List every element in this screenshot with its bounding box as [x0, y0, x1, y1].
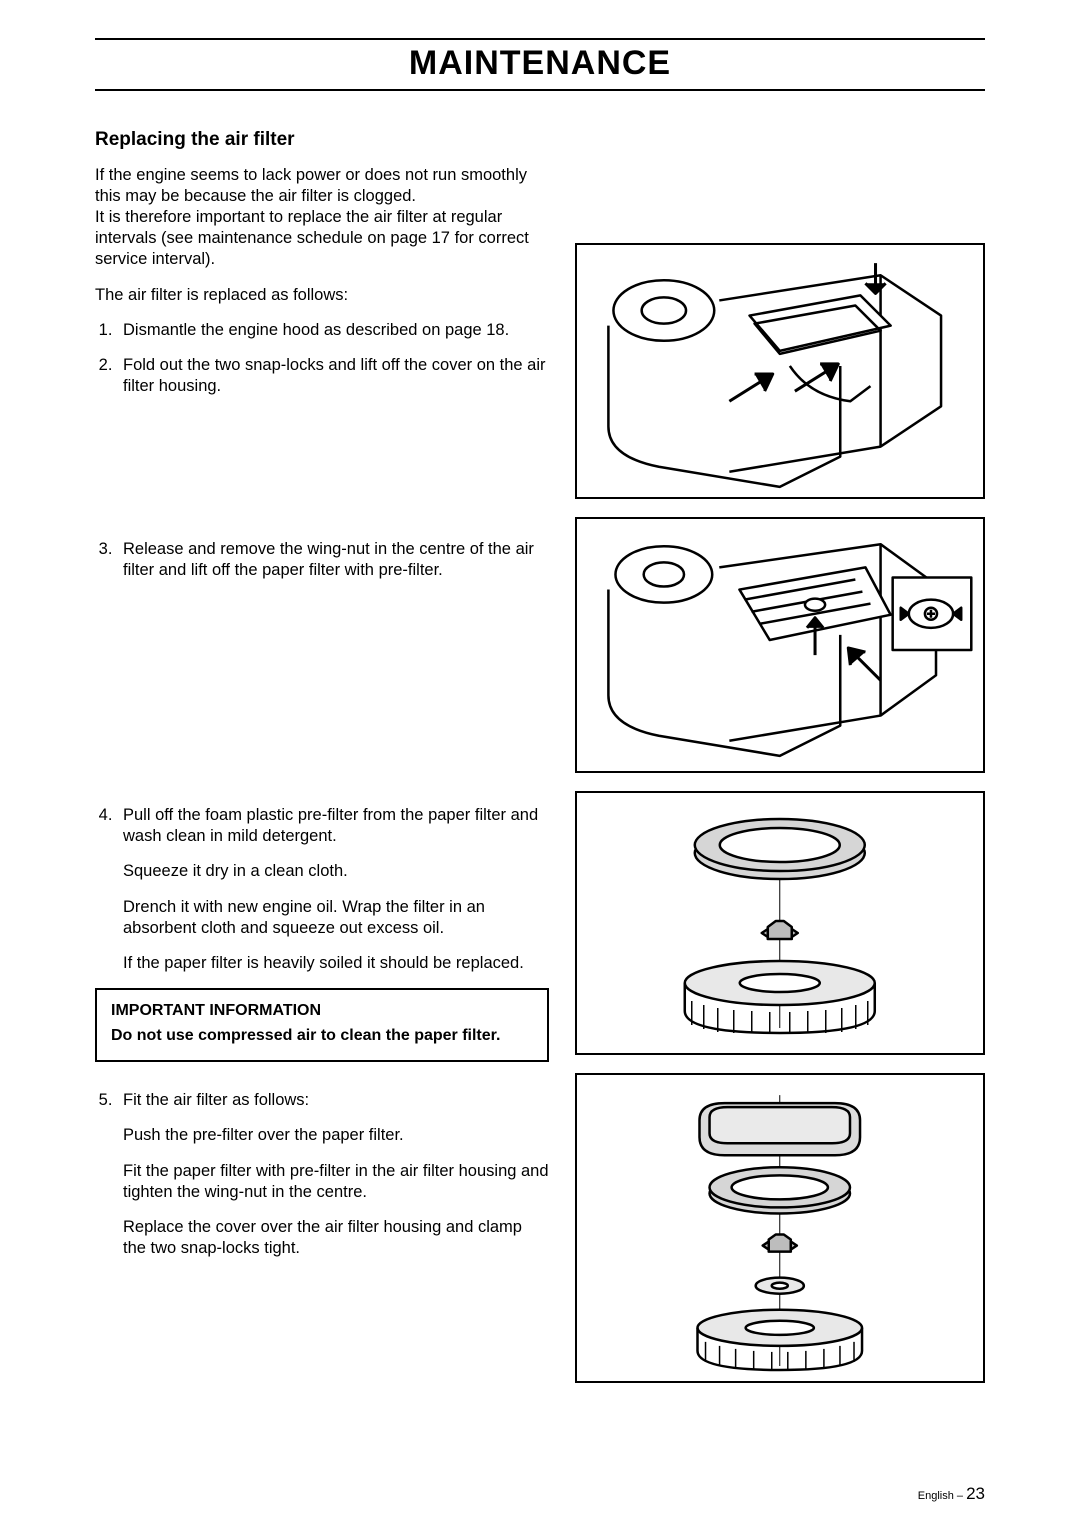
figure-wing-nut	[575, 517, 985, 773]
footer-language: English	[918, 1490, 954, 1502]
figure-column	[575, 129, 985, 1383]
page-footer: English – 23	[918, 1484, 985, 1504]
intro-paragraph: If the engine seems to lack power or doe…	[95, 165, 549, 207]
figure-reassembly	[575, 1073, 985, 1383]
reassembly-icon	[577, 1075, 983, 1381]
wing-nut-icon	[577, 519, 983, 771]
section-heading: Replacing the air filter	[95, 129, 549, 151]
step-3: Release and remove the wing-nut in the c…	[117, 539, 549, 581]
steps-list: Pull off the foam plastic pre-filter fro…	[95, 805, 549, 974]
prefilter-icon	[577, 793, 983, 1053]
step-1: Dismantle the engine hood as described o…	[117, 320, 549, 341]
step-2: Fold out the two snap-locks and lift off…	[117, 355, 549, 397]
text-column: Replacing the air filter If the engine s…	[95, 129, 549, 1383]
steps-list: Fit the air filter as follows: Push the …	[95, 1090, 549, 1259]
figure-prefilter-separation	[575, 791, 985, 1055]
step-4: Pull off the foam plastic pre-filter fro…	[117, 805, 549, 974]
figure-air-filter-cover	[575, 243, 985, 499]
content-columns: Replacing the air filter If the engine s…	[95, 129, 985, 1383]
bottom-rule	[95, 89, 985, 91]
engine-cover-icon	[577, 245, 983, 497]
info-body: Do not use compressed air to clean the p…	[111, 1026, 533, 1046]
intro-lead: The air filter is replaced as follows:	[95, 285, 549, 306]
page-title: MAINTENANCE	[95, 40, 985, 89]
important-info-box: IMPORTANT INFORMATION Do not use compres…	[95, 988, 549, 1062]
page-number: 23	[966, 1484, 985, 1503]
info-label: IMPORTANT INFORMATION	[111, 1002, 533, 1020]
steps-list: Dismantle the engine hood as described o…	[95, 320, 549, 397]
steps-list: Release and remove the wing-nut in the c…	[95, 539, 549, 581]
intro-paragraph: It is therefore important to replace the…	[95, 207, 549, 270]
page: MAINTENANCE Replacing the air filter If …	[0, 0, 1080, 1528]
step-5: Fit the air filter as follows: Push the …	[117, 1090, 549, 1259]
